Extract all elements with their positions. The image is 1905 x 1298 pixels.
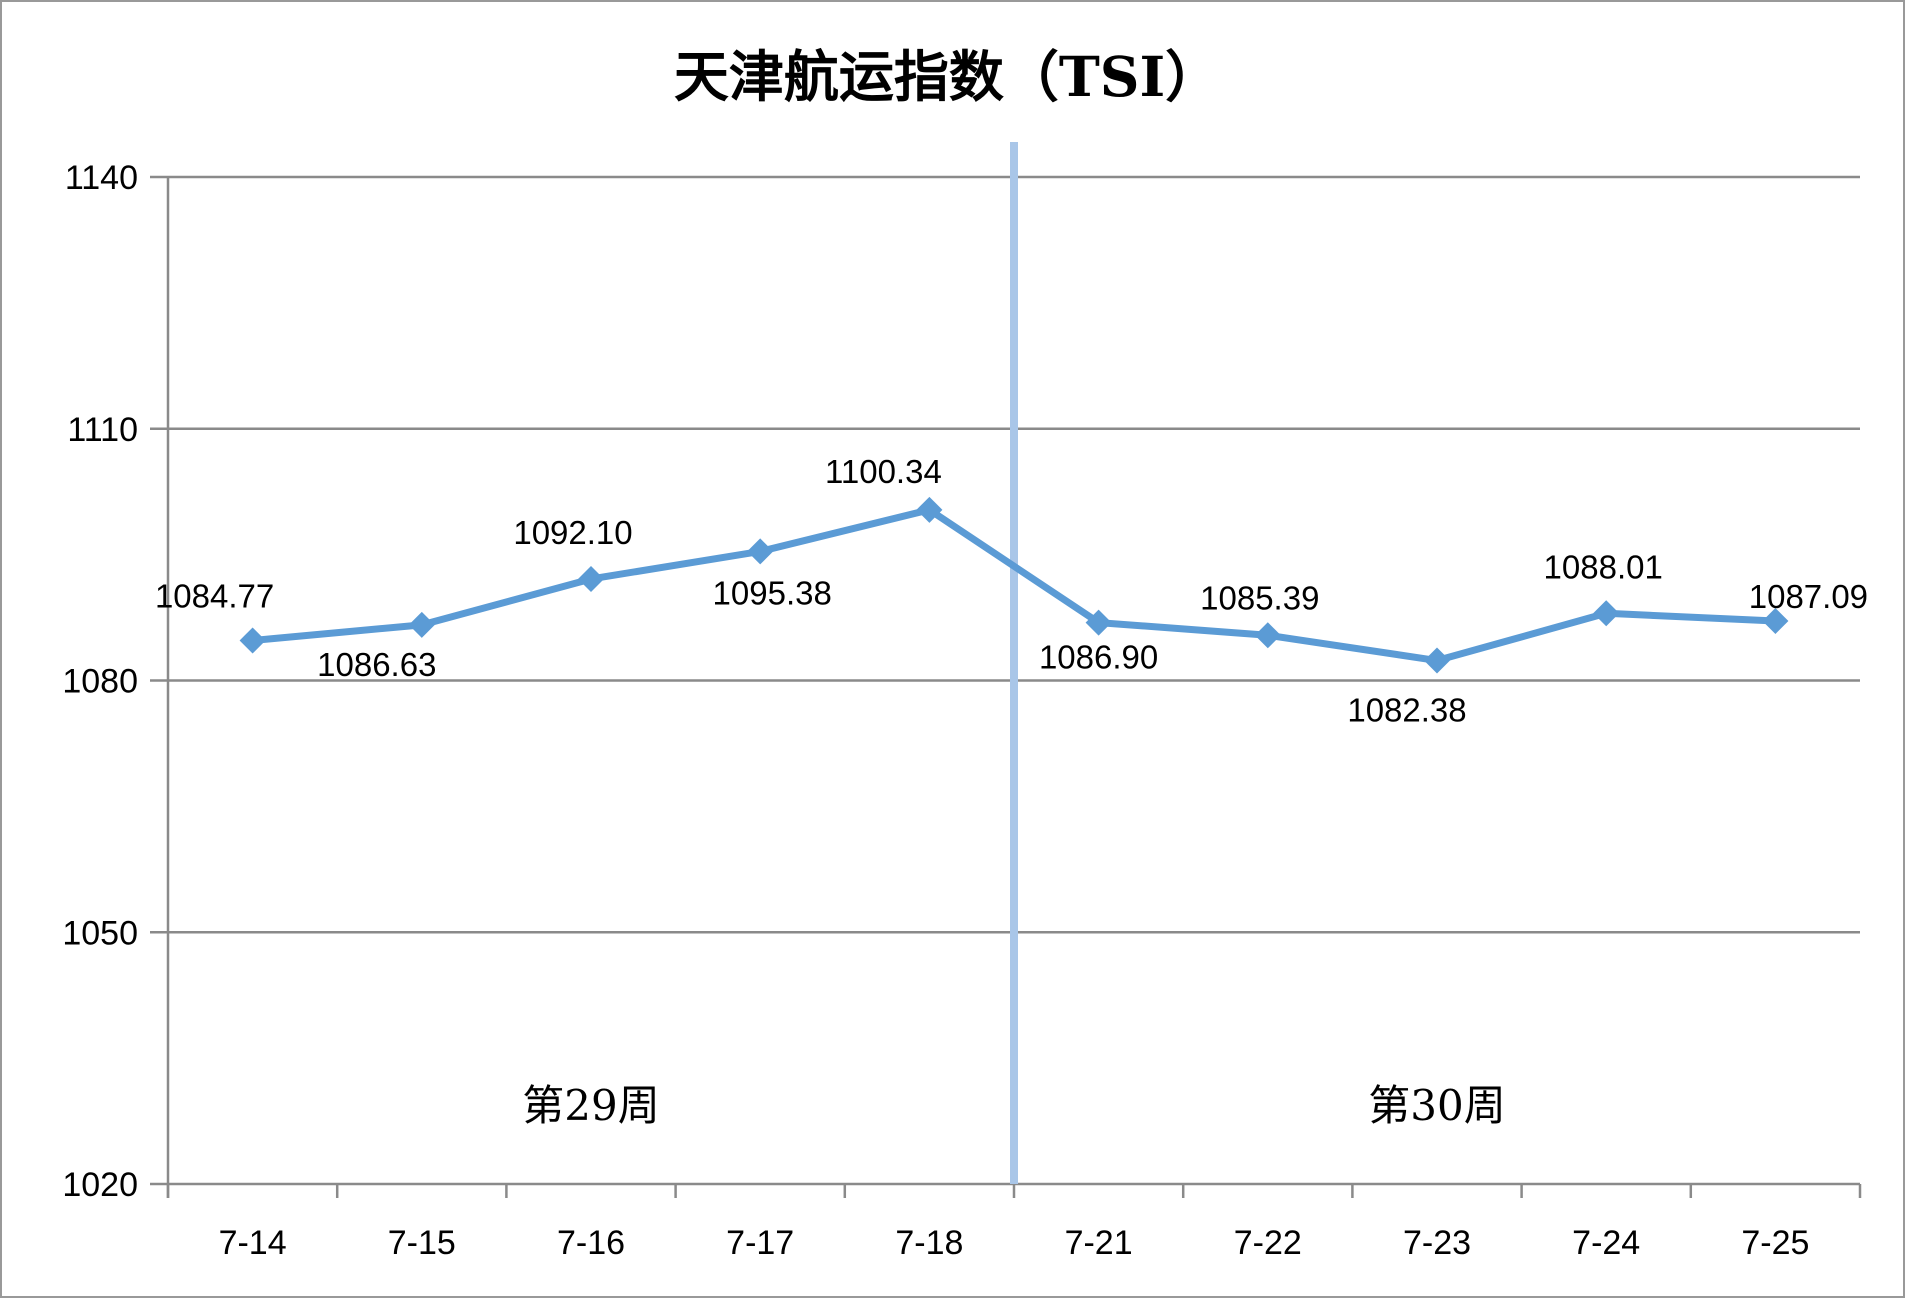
x-axis-tick-label-7-18: 7-18 (895, 1224, 963, 1262)
week-annotation-1: 第29周 (522, 1081, 659, 1130)
tsi-series-line (249, 506, 1779, 665)
data-label-7-14: 1084.77 (155, 577, 274, 614)
x-axis-tick-label-7-23: 7-23 (1403, 1224, 1471, 1262)
data-label-7-15: 1086.63 (317, 646, 436, 683)
y-axis-tick-label-1110: 1110 (67, 411, 138, 449)
data-point-marker-7-17 (747, 538, 774, 565)
x-axis-tick-label-7-14: 7-14 (219, 1224, 287, 1262)
x-axis-tick-label-7-24: 7-24 (1572, 1224, 1640, 1262)
chart-title: 天津航运指数（TSI） (673, 44, 1221, 109)
x-axis-tick-label-7-25: 7-25 (1741, 1224, 1809, 1262)
week-annotation-2: 第30周 (1368, 1081, 1505, 1130)
data-point-marker-7-24 (1593, 600, 1620, 627)
data-point-marker-7-18 (916, 496, 943, 523)
data-label-7-17: 1095.38 (713, 574, 832, 611)
data-point-marker-7-16 (578, 565, 604, 592)
y-axis-tick-label-1080: 1080 (62, 663, 138, 701)
data-label-7-22: 1085.39 (1200, 579, 1319, 616)
y-axis-tick-label-1050: 1050 (62, 914, 138, 952)
x-axis-tick-label-7-21: 7-21 (1065, 1224, 1133, 1262)
data-point-marker-7-25 (1762, 608, 1789, 635)
data-label-7-23: 1082.38 (1347, 692, 1466, 729)
data-label-7-18: 1100.34 (825, 453, 942, 490)
data-point-marker-7-22 (1254, 622, 1281, 649)
data-label-7-25: 1087.09 (1749, 578, 1868, 615)
data-point-marker-7-15 (408, 611, 435, 638)
data-label-7-16: 1092.10 (513, 514, 632, 551)
x-axis-tick-label-7-22: 7-22 (1234, 1224, 1302, 1262)
data-point-marker-7-21 (1085, 609, 1112, 636)
x-axis-tick-label-7-15: 7-15 (388, 1224, 456, 1262)
y-axis-tick-label-1020: 1020 (62, 1166, 138, 1204)
data-label-7-21: 1086.90 (1039, 639, 1158, 676)
data-point-marker-7-23 (1424, 647, 1450, 674)
y-axis-tick-label-1140: 1140 (65, 159, 138, 197)
x-axis-tick-label-7-16: 7-16 (557, 1224, 625, 1262)
x-axis-tick-label-7-17: 7-17 (726, 1224, 794, 1262)
data-label-7-24: 1088.01 (1544, 548, 1663, 585)
data-point-marker-7-14 (239, 627, 266, 654)
